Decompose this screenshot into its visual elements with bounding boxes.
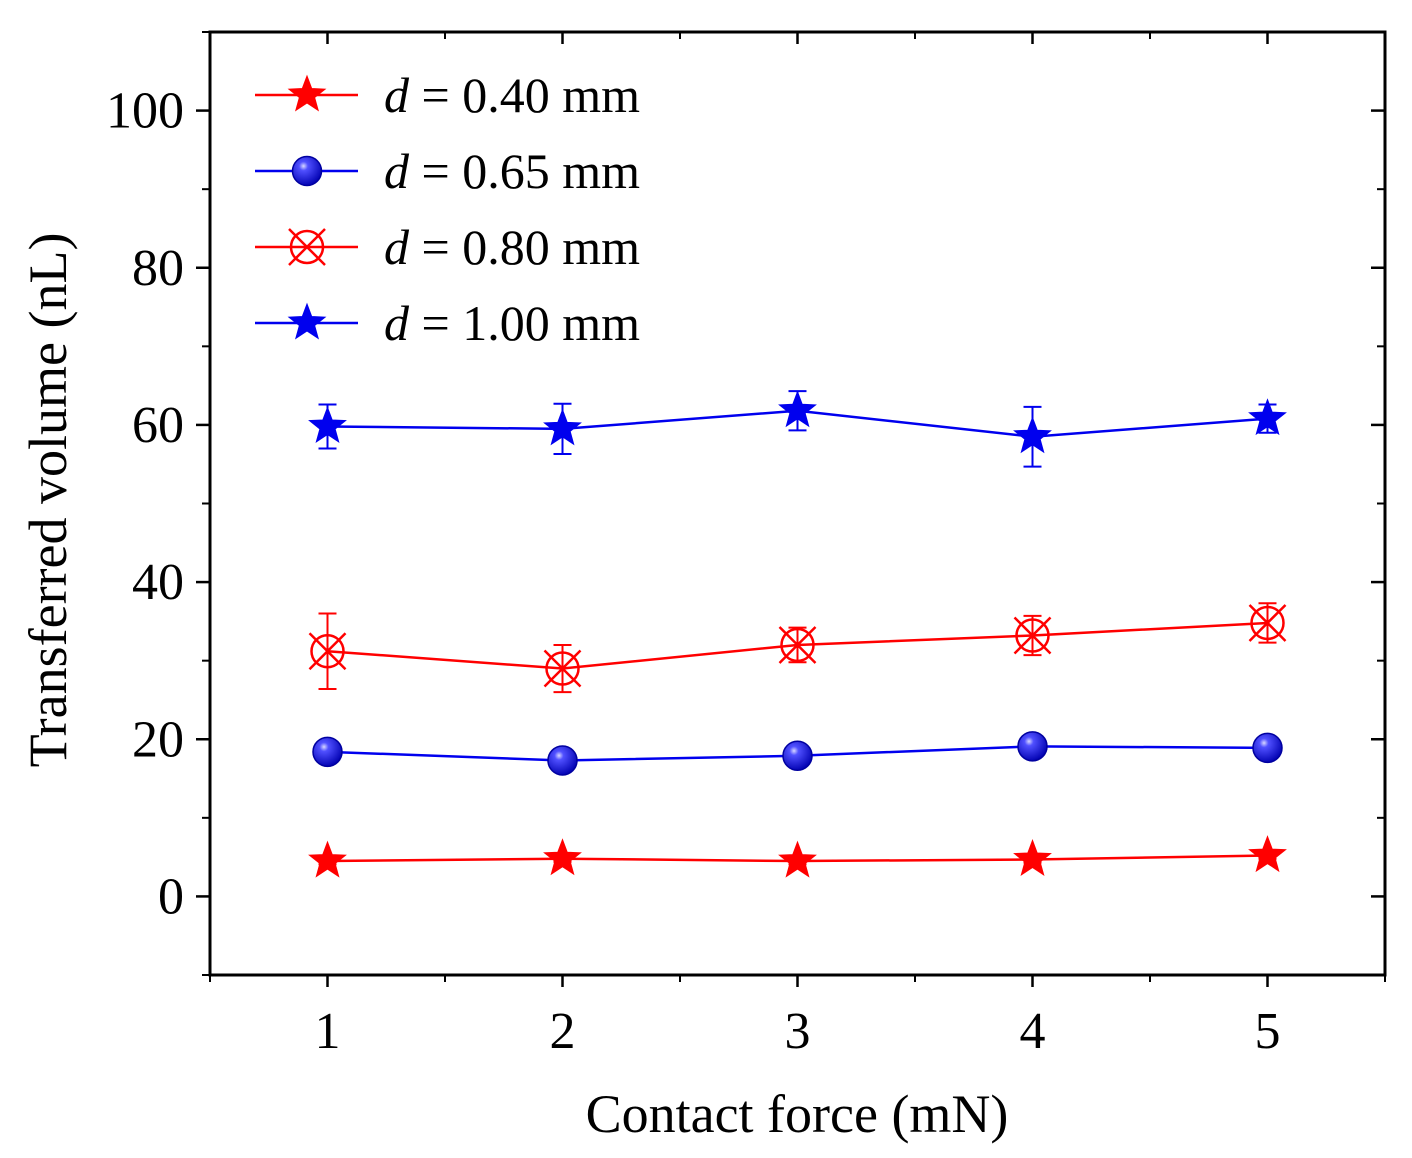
legend-label-variable: d: [384, 67, 410, 123]
series-layer: [308, 390, 1287, 878]
data-point: [1017, 731, 1048, 762]
series-3: [308, 602, 1287, 694]
y-axis: 0 20 40 60 80 100: [106, 31, 1385, 976]
data-point: [1013, 839, 1052, 877]
legend-label-value: = 0.40 mm: [409, 67, 640, 123]
legend-marker-backslash: [288, 228, 326, 266]
x-tick-label: 3: [785, 1003, 811, 1060]
legend-label-value: = 0.80 mm: [409, 219, 640, 275]
data-point: [1013, 416, 1052, 454]
y-axis-title: Transferred volume (nL): [18, 233, 78, 768]
data-point: [1252, 732, 1283, 764]
y-tick-label: 60: [132, 397, 184, 454]
legend-marker-ring: [289, 229, 325, 265]
x-axis: 1 2 3 4 5: [209, 32, 1386, 1060]
legend-label-variable: d: [384, 295, 410, 351]
data-point: [778, 390, 817, 428]
data-point-backslash: [543, 649, 582, 688]
x-tick-label: 4: [1020, 1003, 1046, 1060]
y-tick-label: 0: [158, 868, 184, 925]
x-axis-title: Contact force (mN): [586, 1084, 1009, 1144]
data-point: [1248, 604, 1287, 642]
legend-marker: [288, 228, 326, 266]
data-point: [1248, 398, 1287, 436]
data-point: [547, 745, 578, 776]
data-point: [308, 406, 347, 444]
legend-label-variable: d: [384, 219, 410, 275]
x-tick-label: 5: [1255, 1003, 1281, 1060]
data-point: [1013, 616, 1052, 655]
data-point: [1248, 835, 1287, 873]
data-point: [308, 632, 347, 671]
data-point: [778, 626, 817, 664]
series-1: [308, 835, 1287, 878]
data-point: [778, 840, 817, 878]
y-tick-label: 100: [106, 83, 184, 140]
data-point-backslash: [1248, 604, 1287, 642]
data-point: [312, 736, 343, 768]
y-tick-label: 80: [132, 240, 184, 297]
legend: d = 0.40 mmd = 0.65 mmd = 0.80 mmd = 1.0…: [255, 67, 640, 351]
legend-marker: [287, 74, 327, 112]
legend-label: d = 0.80 mm: [384, 219, 640, 275]
legend-label: d = 0.65 mm: [384, 143, 640, 199]
data-point-ring: [1015, 618, 1050, 653]
legend-marker: [291, 155, 323, 187]
legend-label-variable: d: [384, 143, 410, 199]
y-tick-label: 20: [132, 711, 184, 768]
legend-entry-2: d = 0.65 mm: [255, 143, 640, 199]
legend-entry-1: d = 0.40 mm: [255, 67, 640, 123]
data-point: [308, 840, 347, 878]
series-4: [308, 390, 1287, 468]
data-point-backslash: [778, 626, 817, 664]
legend-marker: [287, 302, 327, 340]
y-tick-label: 40: [132, 554, 184, 611]
x-tick-label: 1: [315, 1003, 341, 1060]
series-2: [312, 731, 1283, 776]
legend-label: d = 0.40 mm: [384, 67, 640, 123]
data-point: [543, 408, 582, 446]
data-point: [543, 649, 582, 688]
x-tick-label: 2: [550, 1003, 576, 1060]
data-point: [543, 838, 582, 876]
data-point-ring: [1250, 605, 1285, 641]
data-point-backslash: [308, 632, 347, 671]
data-point: [782, 740, 813, 772]
data-point-ring: [545, 651, 580, 686]
data-point-backslash: [1013, 616, 1052, 655]
legend-entry-4: d = 1.00 mm: [255, 295, 640, 351]
data-point-ring: [310, 633, 345, 669]
data-point-ring: [780, 627, 815, 663]
legend-label-value: = 1.00 mm: [409, 295, 640, 351]
legend-label: d = 1.00 mm: [384, 295, 640, 351]
legend-label-value: = 0.65 mm: [409, 143, 640, 199]
legend-entry-3: d = 0.80 mm: [255, 219, 640, 275]
